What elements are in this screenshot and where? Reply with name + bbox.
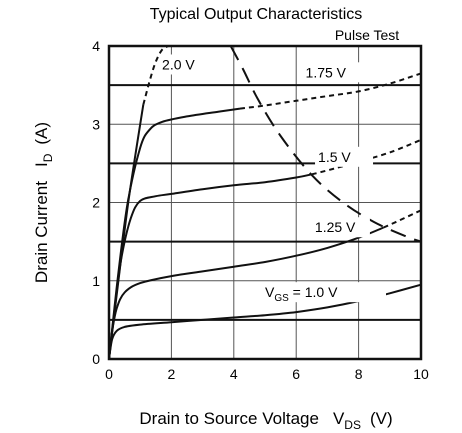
y-axis-subscript: D <box>41 153 55 162</box>
y-tick-label: 4 <box>92 38 100 54</box>
x-tick-label: 4 <box>230 366 238 382</box>
plot-frame <box>107 44 423 361</box>
x-tick-label: 2 <box>168 366 176 382</box>
curve-solid <box>108 226 384 360</box>
curve-label: VGS = 1.0 V <box>265 284 338 304</box>
x-axis-subscript: DS <box>344 418 361 432</box>
curve-solid <box>108 104 145 360</box>
x-axis-label: Drain to Source Voltage VDS (V) <box>139 409 392 432</box>
y-axis-label-main: Drain Current <box>32 181 51 283</box>
x-axis-label-main: Drain to Source Voltage <box>139 409 319 428</box>
curve-label: 1.5 V <box>318 149 351 165</box>
curve-label: 1.25 V <box>315 219 356 235</box>
curve-label: 1.75 V <box>306 64 347 80</box>
curve-label-bg <box>262 282 386 303</box>
y-tick-label: 2 <box>92 195 100 211</box>
curve-labels: VGS = 1.0 V 1.25 V 1.5 V 1.75 V 2.0 V <box>159 54 386 304</box>
chart-title: Typical Output Characteristics <box>150 6 363 23</box>
y-axis-label: Drain Current ID (A) <box>32 122 55 283</box>
x-axis-symbol: V <box>333 409 345 428</box>
curve-label: 2.0 V <box>162 56 195 72</box>
x-axis-unit: (V) <box>370 409 393 428</box>
x-tick-label: 0 <box>105 366 113 382</box>
limit-curve <box>229 45 422 243</box>
curves <box>108 45 422 360</box>
x-tick-label: 10 <box>413 366 429 382</box>
curve-label-bg <box>315 146 374 167</box>
axis-ticks: 0 2 4 6 8 10 0 1 2 3 4 <box>92 38 429 382</box>
y-tick-label: 1 <box>92 273 100 289</box>
y-tick-label: 0 <box>92 351 100 367</box>
curve-label-bg <box>302 62 361 83</box>
pulse-test-annotation: Pulse Test <box>335 27 399 43</box>
curve-dashed <box>383 209 422 229</box>
y-tick-label: 3 <box>92 116 100 132</box>
y-axis-symbol: I <box>32 162 51 167</box>
x-tick-label: 8 <box>355 366 363 382</box>
curve-label-bg <box>159 54 218 75</box>
grid-lines <box>109 46 421 359</box>
y-axis-unit: (A) <box>32 122 51 145</box>
curve-label-bg <box>311 217 370 238</box>
x-tick-label: 6 <box>292 366 300 382</box>
